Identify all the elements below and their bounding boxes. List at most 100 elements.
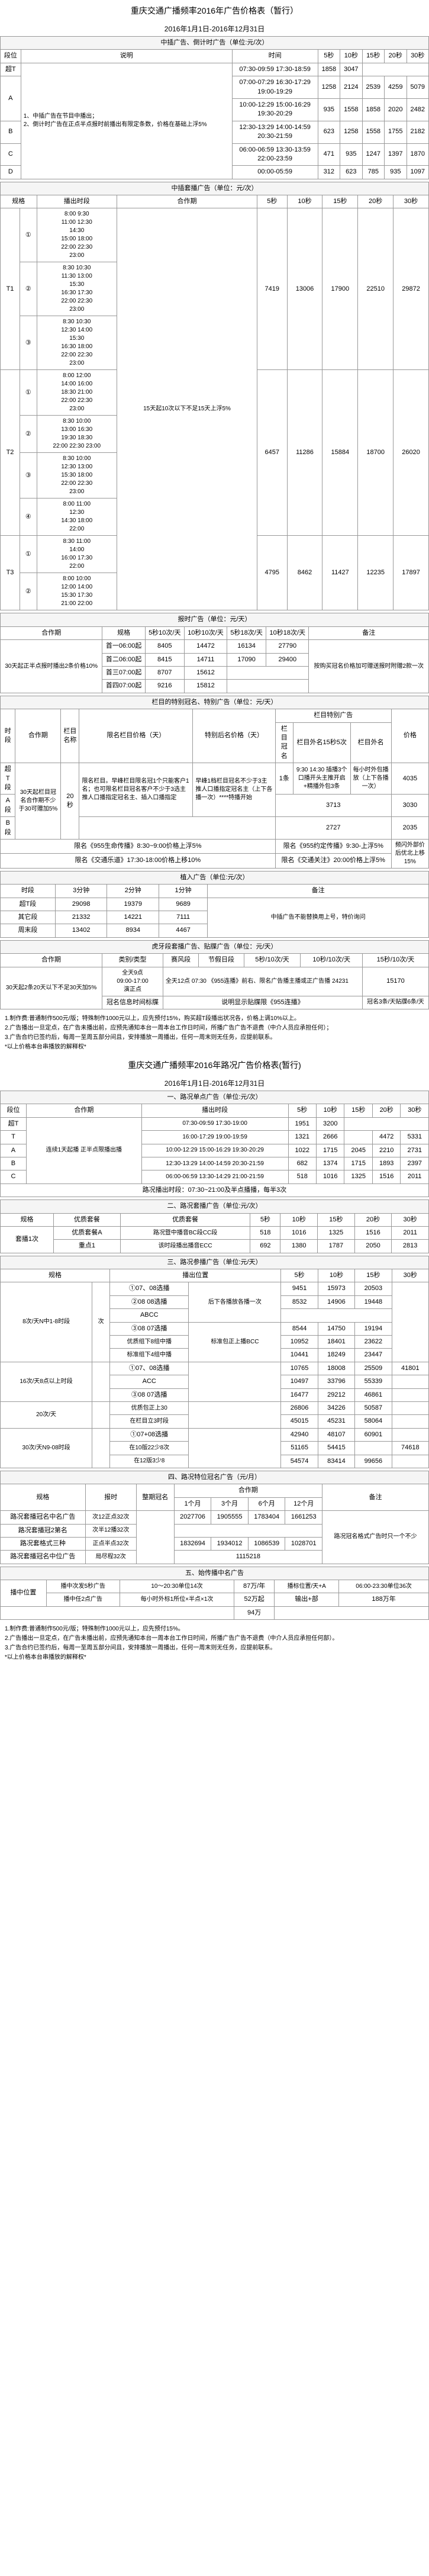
cell: 16477 bbox=[281, 1388, 318, 1401]
vh-remark: 冠名3条/天贴牒6条/天 bbox=[362, 996, 428, 1009]
cell: 14750 bbox=[318, 1322, 354, 1335]
cell: 5079 bbox=[407, 76, 429, 99]
cell: 33796 bbox=[318, 1375, 354, 1388]
sec10-head: 五、始传播中名广告 bbox=[1, 1567, 429, 1580]
col-30s: 30秒 bbox=[393, 195, 429, 208]
col-title1: 栏目特别广告 bbox=[275, 709, 391, 722]
bs-third07: 首三07:00起 bbox=[102, 667, 145, 680]
cell: 58064 bbox=[355, 1415, 392, 1428]
cell: 935 bbox=[340, 143, 362, 166]
col-period: 合作期 bbox=[15, 709, 61, 763]
cell: 4035 bbox=[391, 763, 428, 795]
date-range: 2016年1月1日-2016年12月31日 bbox=[0, 21, 429, 36]
rank-a: A bbox=[1, 76, 21, 121]
cell: 1380 bbox=[280, 1240, 318, 1253]
cell: 2813 bbox=[392, 1240, 429, 1253]
cell: 23447 bbox=[355, 1349, 392, 1362]
cell: 2666 bbox=[316, 1131, 344, 1144]
col-5s18: 5秒18次/天 bbox=[227, 626, 266, 639]
col-1min: 1分钟 bbox=[159, 885, 208, 898]
cell: 1783404 bbox=[248, 1511, 285, 1524]
col-10s: 10秒 bbox=[287, 195, 322, 208]
cell: 54574 bbox=[281, 1455, 318, 1468]
st-r1-3: 每小时外包播放（上下各播一次） bbox=[350, 763, 391, 795]
d4-r4: 路况套播冠名中位广告 bbox=[1, 1551, 86, 1564]
row-traffic: 限名《交通乐道》17:30-18:00价格上移10% bbox=[1, 854, 276, 869]
d2s2-time: 该时段播出播音ECC bbox=[120, 1240, 250, 1253]
cell: 1558 bbox=[362, 121, 384, 143]
col-partner: 合作期 bbox=[1, 626, 102, 639]
d4-r2: 路况套播冠2第名 bbox=[1, 1524, 86, 1537]
cell: 26020 bbox=[393, 370, 429, 536]
cell: 15170 bbox=[362, 967, 428, 996]
cell: 935 bbox=[318, 98, 340, 121]
cell: 3713 bbox=[275, 795, 391, 817]
cell: 15884 bbox=[322, 370, 358, 536]
cell: 9689 bbox=[159, 898, 208, 911]
d3-t2: ②08 08选播 bbox=[110, 1295, 189, 1308]
cell: 13402 bbox=[55, 924, 107, 937]
col-partner: 合作期 bbox=[1, 954, 102, 967]
sec3b-title: 栏目的特别冠名、特别广告（单位：元/天） bbox=[1, 696, 429, 709]
cell: 1325 bbox=[318, 1226, 355, 1239]
doc2-date: 2016年1月1日-2016年12月31日 bbox=[0, 1076, 429, 1091]
cell: 1832694 bbox=[174, 1537, 211, 1550]
vh-prog2: 全天12点 07:30 《955连播》前右、限名广告播主播或正广告播 24231 bbox=[163, 967, 362, 996]
cell: 1097 bbox=[407, 166, 429, 179]
d2s1-time: 路况暨中播音BC段CC段 bbox=[120, 1226, 250, 1239]
cell: 1715 bbox=[316, 1144, 344, 1157]
cell: 55339 bbox=[355, 1375, 392, 1388]
cell: 13006 bbox=[287, 208, 322, 370]
cell: 2011 bbox=[392, 1226, 429, 1239]
table-road-can: 三、路况参播广告（单位:元/天） 规格 播出位置 5秒 10秒 15秒 30秒 … bbox=[0, 1256, 429, 1468]
slot-st: 超T段 bbox=[1, 763, 15, 795]
t2-1-times: 8:00 12:00 14:00 16:00 18:30 21:00 22:00… bbox=[37, 370, 117, 416]
d4-r1: 路况套播冠名中名广告 bbox=[1, 1511, 86, 1524]
col-prog: 栏目名称 bbox=[61, 709, 79, 763]
table-road-package: 二、路况套播广告（单位:元/次） 规格 优质套餐 优质套餐 5秒 10秒 15秒… bbox=[0, 1199, 429, 1253]
col-15s: 15秒 bbox=[362, 50, 384, 63]
cell: 1893 bbox=[372, 1157, 400, 1170]
table-road-single: 一、路况单点广告（单位:元/次） 段位 合作期 播出时段 5秒 10秒 15秒 … bbox=[0, 1091, 429, 1197]
col-5s: 5秒 bbox=[318, 50, 340, 63]
d3-t8: 优质包正上30 bbox=[110, 1402, 189, 1415]
cell: 60901 bbox=[355, 1428, 392, 1441]
row-vh1: 30天起2条20天以下不足30天加5% bbox=[1, 967, 102, 1009]
cell: 83414 bbox=[318, 1455, 354, 1468]
table-shichuan: 五、始传播中名广告 播中位置 播中次发5秒广告 10～20:30单位14次 87… bbox=[0, 1567, 429, 1620]
cell: 18700 bbox=[358, 370, 393, 536]
t3-time: 10:00-12:29 15:00-16:29 19:30-20:29 bbox=[232, 98, 318, 121]
rank-st: 超T bbox=[1, 1117, 27, 1130]
d5-price2: 06:00-23:30单位36次 bbox=[339, 1580, 429, 1593]
cell: 54415 bbox=[318, 1442, 354, 1455]
cell: 1321 bbox=[288, 1131, 316, 1144]
table-road-sponsor: 四、路况特位冠名广告（元/月） 规格 报时 整期冠名 合作期 备注 1个月 3个… bbox=[0, 1471, 429, 1564]
period-20s: 20秒 bbox=[61, 763, 79, 840]
d3-t10: ①07+08选播 bbox=[110, 1428, 189, 1441]
t2-time: 07:00-07:29 16:30-17:29 19:00-19:29 bbox=[232, 76, 318, 99]
col-rank2: 段位 bbox=[1, 1104, 27, 1117]
cell: 18249 bbox=[318, 1349, 354, 1362]
col-bcast: 优质套餐 bbox=[120, 1213, 250, 1226]
col-time: 时间 bbox=[232, 50, 318, 63]
table-baoshi: 报时广告（单位：元/天） 合作期 规格 5秒10次/天 10秒10次/天 5秒1… bbox=[0, 613, 429, 693]
d3-t4: 优质组下8组中播 bbox=[110, 1336, 189, 1349]
d4-rem: 路况冠名格式广告时只一个不少 bbox=[322, 1511, 429, 1564]
sec4-head: 植入广告（单位:元/次） bbox=[1, 871, 429, 884]
col-10s10: 10秒10次/天 bbox=[184, 626, 227, 639]
cell: 2035 bbox=[391, 817, 428, 840]
col-5s: 5秒 bbox=[250, 1213, 280, 1226]
d3-t6: ①07、08选播 bbox=[110, 1362, 189, 1375]
cell: 2539 bbox=[362, 76, 384, 99]
cell: 51165 bbox=[281, 1442, 318, 1455]
d3-spec2: 次 bbox=[92, 1282, 110, 1362]
t1-1-times: 8:00 9:30 11:00 12:30 14:30 15:00 18:00 … bbox=[37, 208, 117, 262]
cell: 518 bbox=[288, 1170, 316, 1184]
cell: 15612 bbox=[184, 667, 227, 680]
cell: 16134 bbox=[227, 640, 266, 653]
col-2min: 2分钟 bbox=[107, 885, 159, 898]
row-vh2: 冠名信息时间标牒 bbox=[102, 996, 163, 1009]
col-20s: 20秒 bbox=[354, 1213, 392, 1226]
cell: 23622 bbox=[355, 1336, 392, 1349]
st-r1-1: 1条 bbox=[275, 763, 293, 795]
